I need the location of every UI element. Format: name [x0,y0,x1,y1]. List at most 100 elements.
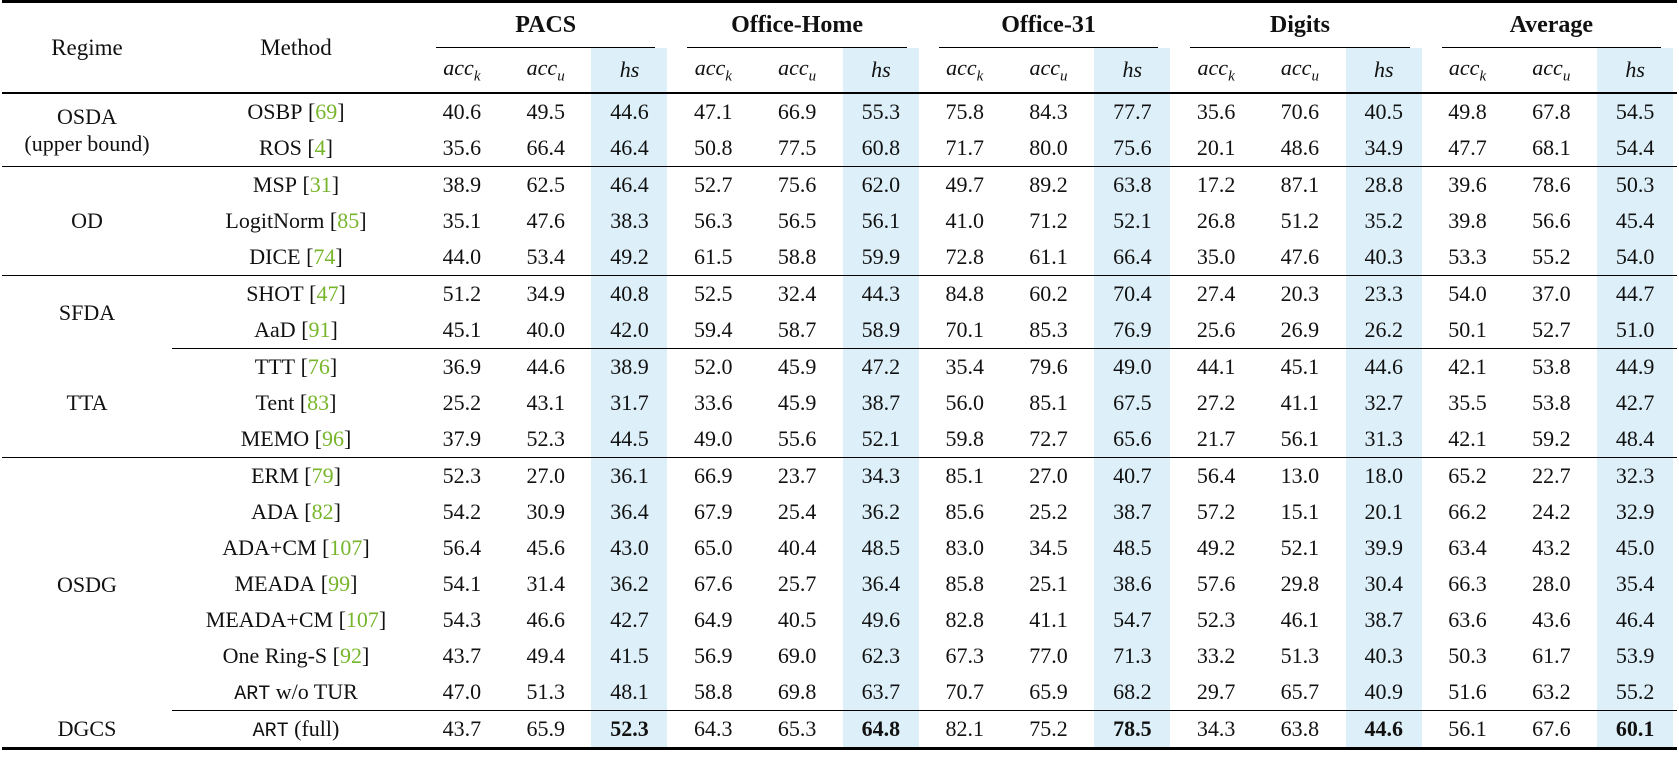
hs-value-cell: 40.3 [1341,239,1426,276]
accuracy-value-cell: 53.8 [1509,348,1594,385]
method-name-mono: ART [252,719,289,743]
accuracy-value-cell: 45.9 [777,390,817,415]
hs-value-cell: 60.1 [1593,710,1678,749]
table-row: ADA+CM [107] 56.4 45.6 43.0 65.0 40.4 48.5 83.0… [2,530,1678,566]
header-metric-row: acck accu hs acck accu hs acck accu hs acck accu hs… [2,48,1678,93]
accuracy-value-cell: 25.1 [1029,571,1068,596]
accuracy-value-cell: 52.3 [526,426,565,451]
accuracy-value-cell: 33.6 [694,390,733,415]
citation-bracket: ] [362,643,370,668]
accuracy-value-cell: 44.1 [1174,348,1259,385]
citation-bracket: [ [315,571,329,596]
hs-value-cell: 38.7 [1341,602,1426,638]
accuracy-value-cell: 43.1 [526,390,565,415]
accuracy-value-cell: 20.1 [1196,135,1236,160]
table-row: SFDA SHOT [47] 51.2 34.9 40.8 52.5 32.4 44.3 84.… [2,275,1678,349]
accuracy-value-cell: 85.6 [945,499,984,524]
accuracy-value-cell: 63.6 [1448,607,1487,632]
citation-bracket: [ [298,463,312,488]
dataset-group-label: Office-31 [1001,12,1096,38]
metric-label: acc [694,54,726,80]
hs-value-cell: 38.7 [838,385,923,421]
hs-value-cell: 31.7 [587,385,672,421]
method-cell: ART (full) [172,710,420,749]
metric-label: acc [1197,54,1229,80]
citation-bracket: ] [337,99,345,124]
accuracy-value-cell: 37.0 [1509,275,1594,312]
accuracy-value-cell: 50.8 [694,135,733,160]
citation-number: 76 [307,354,330,379]
accuracy-value-cell: 85.1 [922,457,1007,494]
hs-value-cell: 55.3 [838,93,923,130]
hs-value-cell: 23.3 [1341,275,1426,312]
accuracy-value-cell: 27.2 [1196,390,1236,415]
accuracy-value-cell: 15.1 [1280,499,1320,524]
accuracy-value-cell: 32.4 [755,275,839,312]
hs-value-cell: 44.5 [587,421,672,458]
accuracy-value-cell: 63.8 [1258,710,1342,749]
regime-cell: OSDG [2,457,172,711]
regime-cell: DGCS [2,711,172,749]
citation-number: 92 [340,643,362,668]
citation-bracket: [ [295,354,308,379]
accuracy-value-cell: 23.7 [755,457,839,494]
accuracy-value-cell: 72.8 [945,244,984,269]
citation-bracket: ] [325,135,333,160]
hs-value-cell: 62.0 [838,166,923,203]
hs-value-cell: 30.4 [1341,566,1426,602]
citation-bracket: ] [329,354,338,379]
accuracy-value-cell: 56.5 [777,208,817,233]
accuracy-value-cell: 65.2 [1425,457,1510,494]
accuracy-value-cell: 13.0 [1258,457,1342,494]
accuracy-value-cell: 56.4 [442,535,482,560]
hs-value-cell: 75.6 [1090,130,1175,167]
accuracy-value-cell: 51.3 [526,679,565,704]
accuracy-value-cell: 21.7 [1196,426,1236,451]
group-underline-rule [687,46,907,48]
accuracy-value-cell: 70.6 [1280,99,1320,124]
accuracy-value-cell: 52.3 [420,457,504,494]
metric-label: acc [1280,54,1312,80]
accuracy-value-cell: 66.4 [526,135,565,160]
metric-subscript: u [1311,68,1319,85]
regime-cell: TTA [2,349,172,458]
hs-value-cell: 48.4 [1593,421,1678,458]
citation-bracket: [ [300,244,314,269]
accuracy-value-cell: 43.7 [442,643,482,668]
citation-number: 69 [315,99,338,124]
accuracy-value-cell: 26.9 [1280,317,1320,342]
accuracy-value-cell: 41.0 [945,208,984,233]
regime-line: OD [71,208,103,234]
hs-value-cell: 35.4 [1593,566,1678,602]
accuracy-value-cell: 54.2 [442,499,482,524]
accuracy-value-cell: 52.1 [1280,535,1320,560]
accuracy-value-cell: 66.9 [777,99,817,124]
accuracy-value-cell: 53.4 [526,244,565,269]
accuracy-value-cell: 31.4 [526,571,565,596]
metric-label: acc [1029,54,1061,80]
hs-value-cell: 42.0 [587,312,672,349]
hs-value-cell: 40.3 [1341,638,1426,674]
hs-value-cell: 55.2 [1593,674,1678,711]
citation-number: 85 [337,208,360,233]
citation-number: 79 [311,463,334,488]
method-cell: LogitNorm [85] [172,203,420,239]
hs-value-cell: 44.6 [587,93,672,130]
citation-bracket: ] [333,499,341,524]
method-cell: ADA [82] [172,494,420,530]
group-underline-rule [436,46,656,48]
accuracy-value-cell: 87.1 [1258,166,1342,203]
method-name: SHOT [246,281,304,306]
hs-value-cell: 48.1 [587,674,672,711]
accuracy-value-cell: 63.4 [1448,535,1487,560]
accuracy-value-cell: 41.1 [1029,607,1068,632]
accuracy-value-cell: 54.0 [1425,275,1510,312]
metric-subscript: k [473,68,481,85]
accuracy-value-cell: 34.9 [503,275,588,312]
accuracy-value-cell: 65.9 [503,710,588,749]
hs-value-cell: 77.7 [1090,93,1175,130]
table-row: MEADA [99] 54.1 31.4 36.2 67.6 25.7 36.4 85.8 25… [2,566,1678,602]
accuracy-value-cell: 45.1 [442,317,482,342]
accuracy-value-cell: 82.1 [922,710,1007,749]
hs-value-cell: 41.5 [587,638,672,674]
